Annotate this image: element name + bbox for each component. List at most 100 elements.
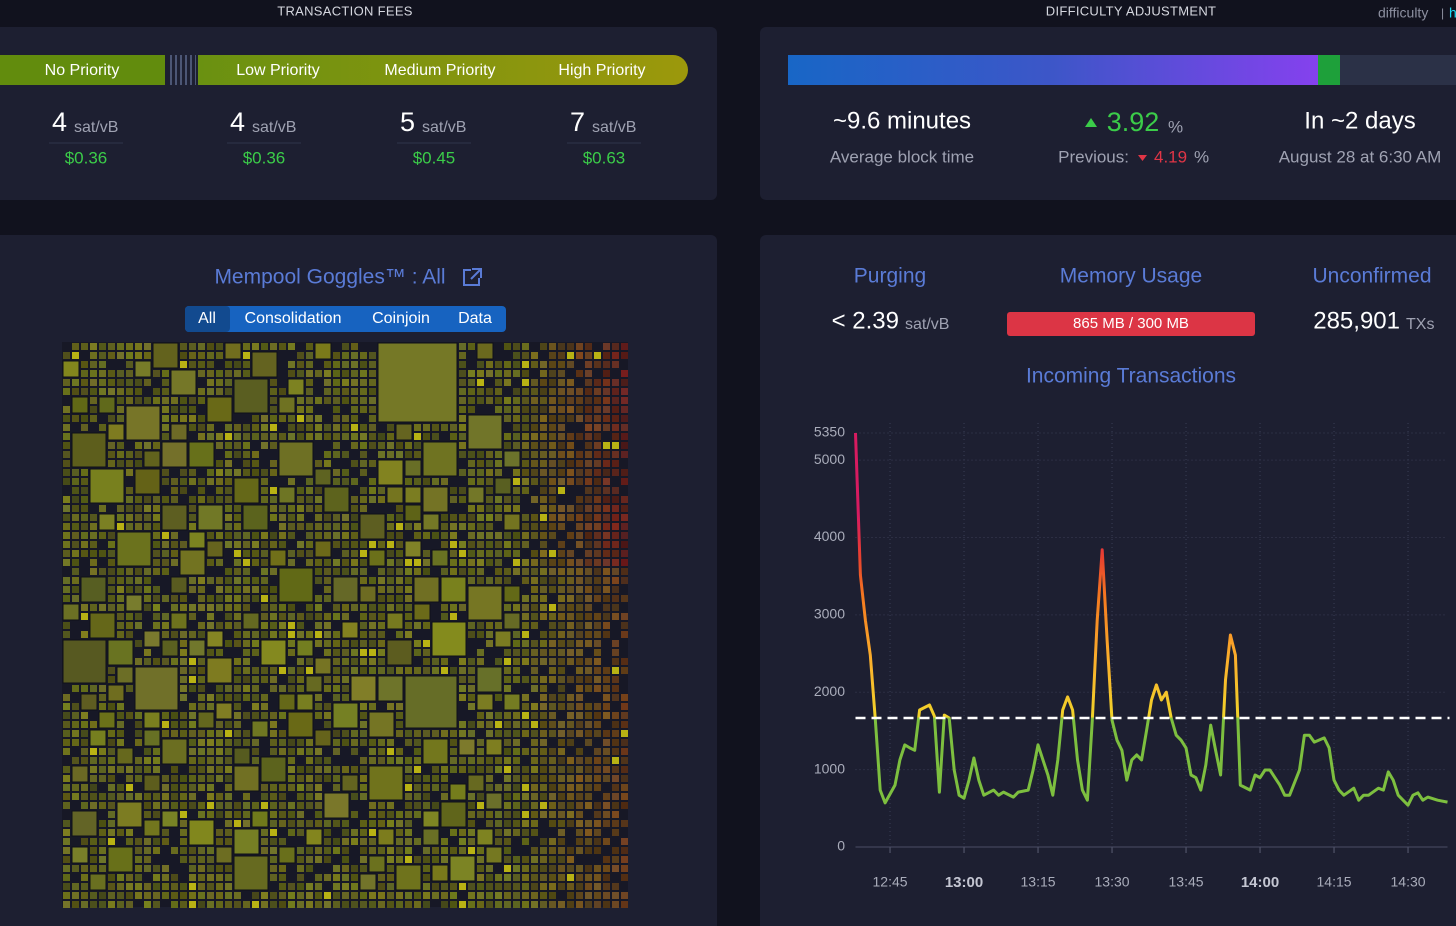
transaction-block <box>576 712 583 719</box>
transaction-block <box>252 343 259 350</box>
transaction-block <box>549 532 556 539</box>
transaction-block <box>288 370 295 377</box>
transaction-block <box>216 442 223 449</box>
transaction-block <box>549 550 556 557</box>
transaction-block <box>405 811 412 818</box>
transaction-block <box>198 856 205 863</box>
transaction-block <box>387 874 394 881</box>
transaction-block <box>333 865 340 872</box>
transaction-block <box>360 559 367 566</box>
transaction-block <box>198 730 205 737</box>
transaction-block <box>360 469 367 476</box>
transaction-block <box>63 460 70 467</box>
transaction-block <box>126 685 133 692</box>
transaction-block <box>72 685 79 692</box>
transaction-block <box>198 802 205 809</box>
tab[interactable]: Coinjoin <box>372 310 430 327</box>
transaction-block <box>207 613 214 620</box>
transaction-block <box>603 838 610 845</box>
transaction-block <box>198 811 205 818</box>
transaction-block <box>63 838 70 845</box>
transaction-block <box>567 811 574 818</box>
transaction-block <box>603 478 610 485</box>
transaction-block <box>576 694 583 701</box>
transaction-block <box>189 685 196 692</box>
tab-active[interactable] <box>185 306 230 332</box>
transaction-block <box>333 388 340 395</box>
transaction-block <box>549 883 556 890</box>
transaction-block <box>621 352 628 359</box>
transaction-block <box>108 703 115 710</box>
transaction-block <box>189 676 196 683</box>
transaction-block <box>486 865 493 872</box>
transaction-block <box>585 388 592 395</box>
transaction-block <box>414 442 421 449</box>
transaction-block <box>216 721 223 728</box>
transaction-block <box>117 379 124 386</box>
transaction-block <box>135 388 142 395</box>
transaction-block <box>171 847 178 854</box>
transaction-block <box>333 631 340 638</box>
transaction-block <box>468 703 475 710</box>
transaction-block <box>117 568 124 575</box>
transaction-block <box>279 604 286 611</box>
transaction-block <box>423 667 430 674</box>
transaction-block <box>108 352 115 359</box>
transaction-block <box>594 766 601 773</box>
transaction-block <box>486 820 493 827</box>
transaction-block <box>162 712 169 719</box>
transaction-block <box>476 342 494 360</box>
transaction-block <box>333 451 340 458</box>
transaction-block <box>621 874 628 881</box>
transaction-block <box>486 478 493 485</box>
transaction-block <box>207 532 214 539</box>
goggles-title[interactable]: Mempool Goggles™ : All <box>214 266 445 289</box>
external-link-icon[interactable] <box>463 268 482 286</box>
transaction-block <box>125 594 143 612</box>
transaction-block <box>558 811 565 818</box>
tab[interactable]: All <box>198 310 216 327</box>
transaction-block <box>504 802 511 809</box>
toggle-link[interactable]: h <box>1449 5 1456 21</box>
transaction-block <box>126 469 133 476</box>
transaction-block <box>126 874 133 881</box>
transaction-block <box>81 523 88 530</box>
transaction-block <box>216 829 223 836</box>
transaction-block <box>360 433 367 440</box>
transaction-block <box>567 802 574 809</box>
transaction-block <box>504 406 511 413</box>
transaction-block <box>342 424 349 431</box>
transaction-block <box>485 846 503 864</box>
tab[interactable]: Data <box>458 310 492 327</box>
transaction-block <box>396 667 403 674</box>
priority-label: Medium Priority <box>384 62 495 79</box>
transaction-block <box>90 685 97 692</box>
transaction-block <box>135 451 142 458</box>
transaction-block <box>243 676 250 683</box>
transaction-block <box>432 784 439 791</box>
transaction-block <box>135 496 142 503</box>
transaction-block <box>117 784 124 791</box>
transaction-block <box>99 892 106 899</box>
transaction-block <box>522 784 529 791</box>
transaction-block <box>72 595 79 602</box>
transaction-block <box>180 397 187 404</box>
transaction-block <box>153 505 160 512</box>
toggle-link[interactable]: difficulty <box>1378 5 1428 21</box>
treemap[interactable] <box>62 342 628 908</box>
transaction-block <box>396 901 403 908</box>
transaction-block <box>360 721 367 728</box>
transaction-block <box>585 505 592 512</box>
transaction-block <box>117 442 124 449</box>
tab[interactable]: Consolidation <box>245 310 342 327</box>
transaction-block <box>495 460 502 467</box>
transaction-block <box>99 343 106 350</box>
transaction-block <box>324 820 331 827</box>
transaction-block <box>369 370 376 377</box>
transaction-block <box>324 640 331 647</box>
transaction-block <box>252 649 259 656</box>
transaction-block <box>603 586 610 593</box>
transaction-block <box>441 667 448 674</box>
transaction-block <box>216 388 223 395</box>
transaction-block <box>144 757 151 764</box>
